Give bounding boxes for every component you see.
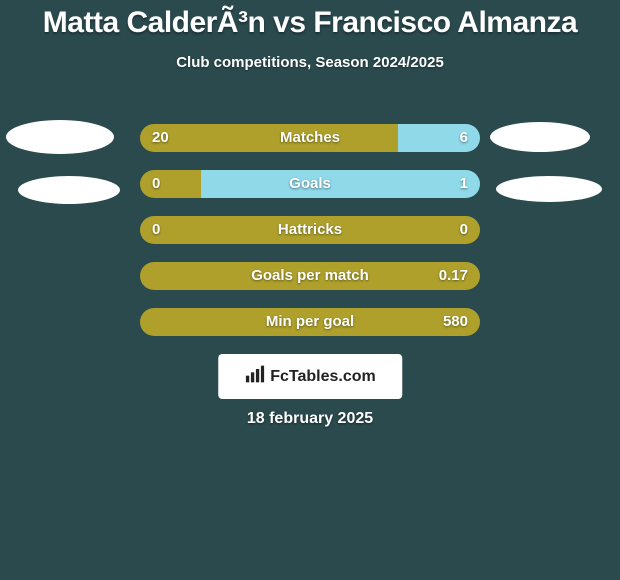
bar-value-right: 6 (460, 124, 468, 152)
stat-bar: 0 1 Goals (140, 170, 480, 198)
bar-value-right: 0.17 (439, 262, 468, 290)
avatar (496, 176, 602, 202)
bar-value-left: 0 (152, 170, 160, 198)
bar-label: Min per goal (266, 308, 354, 336)
bar-value-left: 0 (152, 216, 160, 244)
bar-segment-right (201, 170, 480, 198)
bar-label: Hattricks (278, 216, 342, 244)
avatar (6, 120, 114, 154)
comparison-panel: Matta CalderÃ³n vs Francisco Almanza Clu… (0, 0, 620, 580)
bar-label: Goals (289, 170, 331, 198)
subtitle: Club competitions, Season 2024/2025 (0, 54, 620, 71)
bar-value-right: 580 (443, 308, 468, 336)
bar-segment-left (140, 170, 201, 198)
brand-badge[interactable]: FcTables.com (218, 354, 402, 399)
bar-segment-left (140, 124, 398, 152)
stat-bar: 0.17 Goals per match (140, 262, 480, 290)
avatar (490, 122, 590, 152)
date-label: 18 february 2025 (0, 410, 620, 428)
avatar (18, 176, 120, 204)
stat-bar: 20 6 Matches (140, 124, 480, 152)
stat-bar: 580 Min per goal (140, 308, 480, 336)
bar-value-right: 0 (460, 216, 468, 244)
bar-label: Goals per match (251, 262, 369, 290)
brand-text: FcTables.com (270, 368, 376, 386)
bar-value-right: 1 (460, 170, 468, 198)
stat-bars: 20 6 Matches 0 1 Goals 0 0 Hattricks 0.17 Goals pe… (140, 124, 480, 354)
bar-label: Matches (280, 124, 340, 152)
page-title: Matta CalderÃ³n vs Francisco Almanza (0, 0, 620, 40)
bar-value-left: 20 (152, 124, 169, 152)
bar-chart-icon (244, 364, 264, 389)
stat-bar: 0 0 Hattricks (140, 216, 480, 244)
